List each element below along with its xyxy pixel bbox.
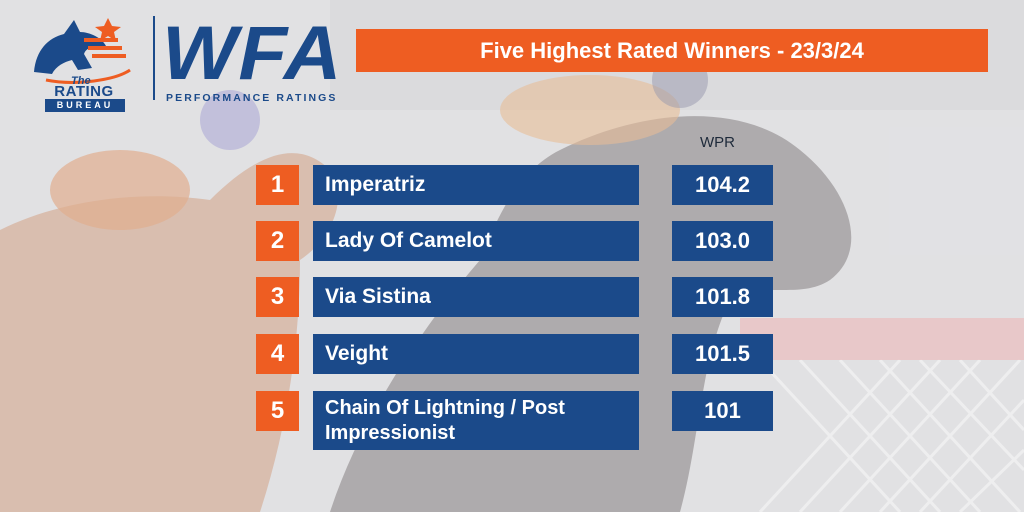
horse-name: Chain Of Lightning / Post Impressionist <box>313 391 639 450</box>
logo-subtitle: PERFORMANCE RATINGS <box>166 92 338 104</box>
rank-badge: 2 <box>256 221 299 261</box>
rating-column-header: WPR <box>700 134 735 151</box>
logo-wfa-text: WFA <box>162 11 343 96</box>
rank-badge: 4 <box>256 334 299 374</box>
rank-badge: 5 <box>256 391 299 431</box>
horse-name: Lady Of Camelot <box>313 221 639 261</box>
rank-badge: 1 <box>256 165 299 205</box>
horse-name: Via Sistina <box>313 277 639 317</box>
wpr-value: 101 <box>672 391 773 431</box>
horse-name: Veight <box>313 334 639 374</box>
horse-head-icon <box>34 18 131 84</box>
rank-badge: 3 <box>256 277 299 317</box>
wpr-value: 101.8 <box>672 277 773 317</box>
wpr-value: 101.5 <box>672 334 773 374</box>
horse-name: Imperatriz <box>313 165 639 205</box>
logo-divider <box>153 16 155 100</box>
logo-bureau-text: BUREAU <box>45 99 125 112</box>
rating-bureau-logo: The RATING BUREAU WFA PERFORMANCE RATING… <box>26 10 341 112</box>
wpr-value: 104.2 <box>672 165 773 205</box>
title-banner: Five Highest Rated Winners - 23/3/24 <box>356 29 988 72</box>
logo-the-text: The <box>71 75 91 87</box>
logo-rating-text: RATING <box>54 83 114 100</box>
wpr-value: 103.0 <box>672 221 773 261</box>
